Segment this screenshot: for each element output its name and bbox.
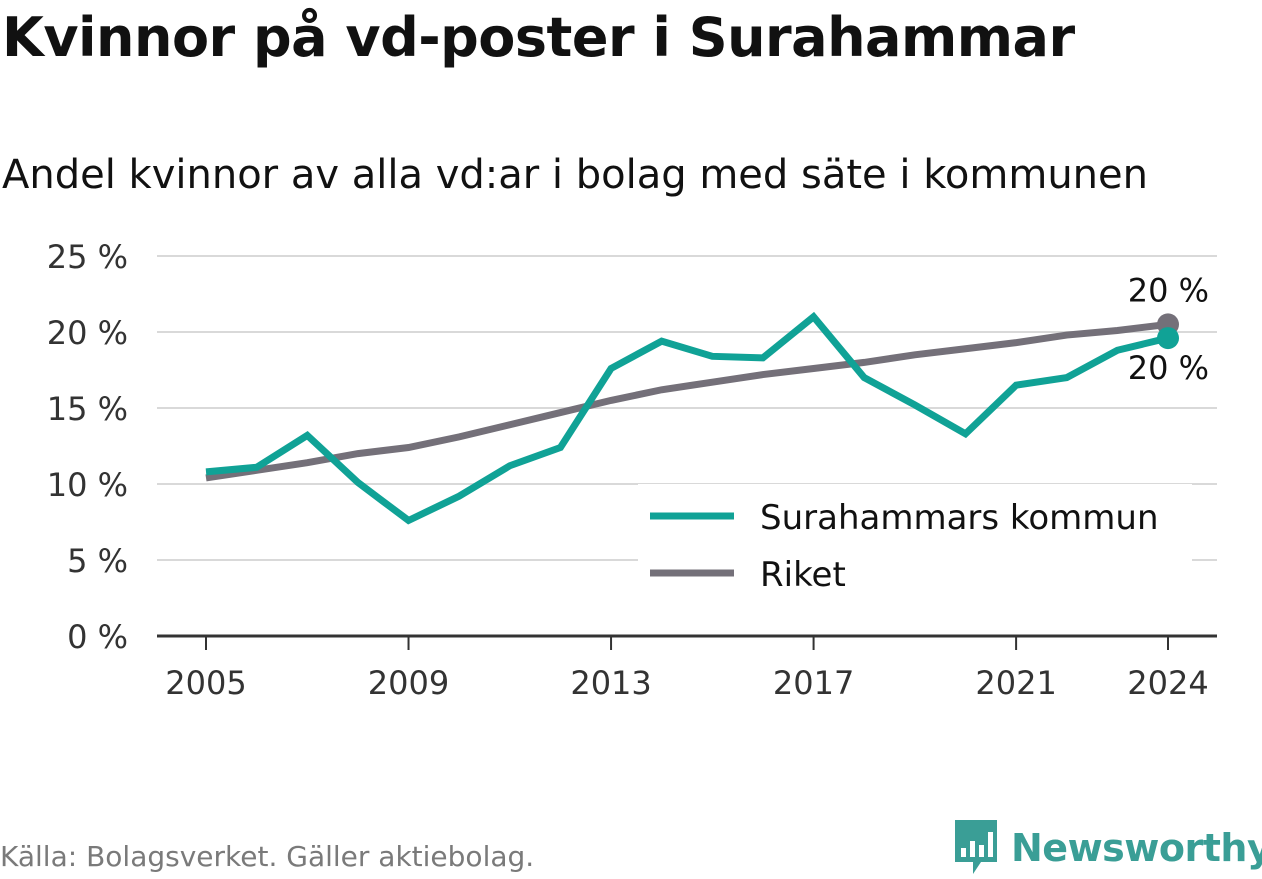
newsworthy-logo-icon <box>955 820 997 874</box>
x-tick-label: 2005 <box>165 664 246 702</box>
x-tick-label: 2021 <box>975 664 1056 702</box>
legend-background <box>638 484 1192 604</box>
y-tick-label: 0 % <box>67 618 128 656</box>
legend: Surahammars kommun Riket <box>638 484 1192 604</box>
x-axis: 2005 2009 2013 2017 2021 2024 <box>157 634 1217 702</box>
chart-title: Kvinnor på vd-poster i Surahammar <box>2 6 1075 69</box>
series-line-riket <box>205 320 1169 482</box>
brand-logo: Newsworthy <box>951 818 1262 878</box>
legend-label-surahammar: Surahammars kommun <box>760 498 1159 538</box>
series-lines <box>205 311 1179 525</box>
x-tick-label: 2009 <box>368 664 449 702</box>
source-note: Källa: Bolagsverket. Gäller aktiebolag. <box>0 840 535 873</box>
brand-name: Newsworthy <box>1011 826 1262 870</box>
x-tick-label: 2017 <box>773 664 854 702</box>
chart-subtitle: Andel kvinnor av alla vd:ar i bolag med … <box>2 152 1148 198</box>
y-axis-tick-labels: 0 % 5 % 10 % 15 % 20 % 25 % <box>47 238 128 656</box>
series-line-surahammar <box>205 311 1169 525</box>
series-endpoint-surahammar <box>1157 327 1179 350</box>
y-tick-label: 15 % <box>47 390 128 428</box>
legend-label-riket: Riket <box>760 555 846 595</box>
end-label-surahammar: 20 % <box>1128 349 1209 387</box>
end-label-riket: 20 % <box>1128 271 1209 309</box>
y-tick-label: 5 % <box>67 542 128 580</box>
y-tick-label: 25 % <box>47 238 128 276</box>
y-tick-label: 10 % <box>47 466 128 504</box>
x-tick-label: 2024 <box>1127 664 1208 702</box>
y-tick-label: 20 % <box>47 314 128 352</box>
x-tick-label: 2013 <box>570 664 651 702</box>
end-value-labels: 20 % 20 % <box>1128 271 1209 387</box>
